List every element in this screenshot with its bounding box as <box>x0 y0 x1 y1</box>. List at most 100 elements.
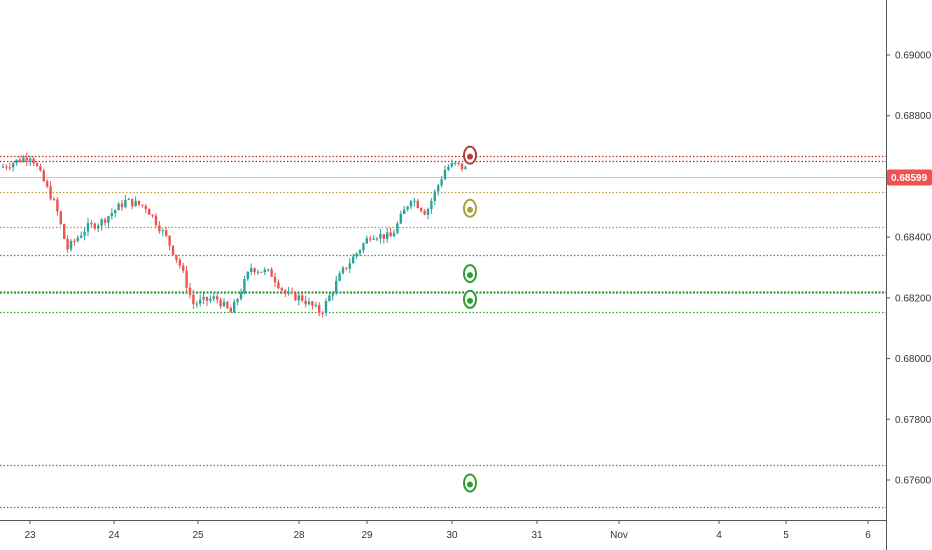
candle-body <box>447 166 450 170</box>
candle-body <box>35 163 39 167</box>
candle <box>49 181 52 201</box>
candle-body <box>416 200 419 209</box>
candle <box>321 310 324 318</box>
level-marker-2[interactable] <box>463 198 477 218</box>
candle <box>382 234 385 244</box>
candle-body <box>15 159 18 164</box>
candle-body <box>107 216 110 223</box>
candle <box>239 288 243 301</box>
candle-body <box>8 167 11 169</box>
candle <box>229 306 232 313</box>
candle-body <box>86 223 90 232</box>
candle-body <box>267 269 270 271</box>
candle-body <box>46 181 49 187</box>
candle-body <box>294 292 297 301</box>
time-tick-label: 31 <box>531 530 543 541</box>
candle-body <box>80 235 83 238</box>
candle-body <box>409 201 413 207</box>
candle-body <box>236 298 239 302</box>
candle-body <box>362 243 365 251</box>
candle <box>175 254 178 264</box>
candle <box>103 217 107 226</box>
candle-body <box>127 198 130 200</box>
candle-body <box>219 299 222 307</box>
candle <box>307 297 311 306</box>
candle <box>192 289 195 310</box>
candle-body <box>239 292 243 299</box>
candle-body <box>328 295 331 302</box>
candle <box>83 227 86 241</box>
candle <box>324 298 328 316</box>
candle-body <box>307 301 311 305</box>
candle-body <box>212 296 215 299</box>
candle-body <box>246 271 249 280</box>
candle-body <box>399 213 402 224</box>
candle <box>18 155 22 163</box>
candle-body <box>63 224 66 239</box>
candle-body <box>161 230 164 232</box>
candle-body <box>93 223 96 229</box>
candle-body <box>178 259 181 266</box>
candle <box>168 235 171 251</box>
candle-body <box>110 213 113 217</box>
candle <box>280 286 283 295</box>
candle <box>430 198 433 214</box>
candle <box>1 163 5 168</box>
candle <box>59 210 62 226</box>
candle-body <box>222 301 226 307</box>
candle <box>226 300 229 309</box>
candle-body <box>141 204 144 206</box>
candle-body <box>440 179 443 186</box>
candle <box>379 228 382 244</box>
candle-body <box>148 209 151 215</box>
candle <box>141 204 144 208</box>
candle <box>52 196 56 201</box>
candle <box>331 290 334 301</box>
candle-body <box>209 298 212 301</box>
candle <box>457 162 460 166</box>
level-marker-1[interactable] <box>463 145 477 165</box>
candle-body <box>443 169 447 180</box>
candle-body <box>454 162 457 164</box>
level-marker-3[interactable] <box>463 264 477 284</box>
marker-dot <box>467 272 473 279</box>
candle-body <box>22 157 25 162</box>
candle-body <box>324 301 328 314</box>
level-marker-4[interactable] <box>463 289 477 309</box>
candle <box>311 300 314 310</box>
candle <box>277 279 280 290</box>
time-tick-label: 6 <box>865 530 871 541</box>
candle <box>120 199 124 211</box>
marker-dot <box>467 153 473 160</box>
candle <box>433 189 436 205</box>
candle <box>66 235 69 253</box>
candle <box>212 292 215 302</box>
candle <box>365 235 368 245</box>
candle-body <box>66 238 69 250</box>
candle-body <box>260 271 263 273</box>
candle-body <box>382 234 385 239</box>
candle <box>148 208 151 215</box>
candle <box>392 229 396 237</box>
level-marker-5[interactable] <box>463 473 477 493</box>
candle-body <box>199 299 202 304</box>
candle-body <box>192 294 195 305</box>
candle-body <box>430 200 433 210</box>
candle-body <box>90 223 93 225</box>
candle-body <box>144 205 147 210</box>
candle <box>158 221 161 234</box>
last-price-label: 0.68599 <box>891 173 928 184</box>
candle <box>328 293 331 302</box>
candle <box>450 159 453 168</box>
candle-body <box>277 282 280 289</box>
candle-body <box>59 211 62 225</box>
candle <box>267 268 270 272</box>
candle-body <box>375 238 379 240</box>
candle-body <box>365 238 368 244</box>
candle <box>188 282 192 299</box>
time-axis[interactable]: 23 24 25 28 29 30 31 Nov 4 5 6 <box>24 520 871 541</box>
candle <box>375 236 379 242</box>
candle <box>352 253 355 264</box>
candle <box>464 165 467 170</box>
